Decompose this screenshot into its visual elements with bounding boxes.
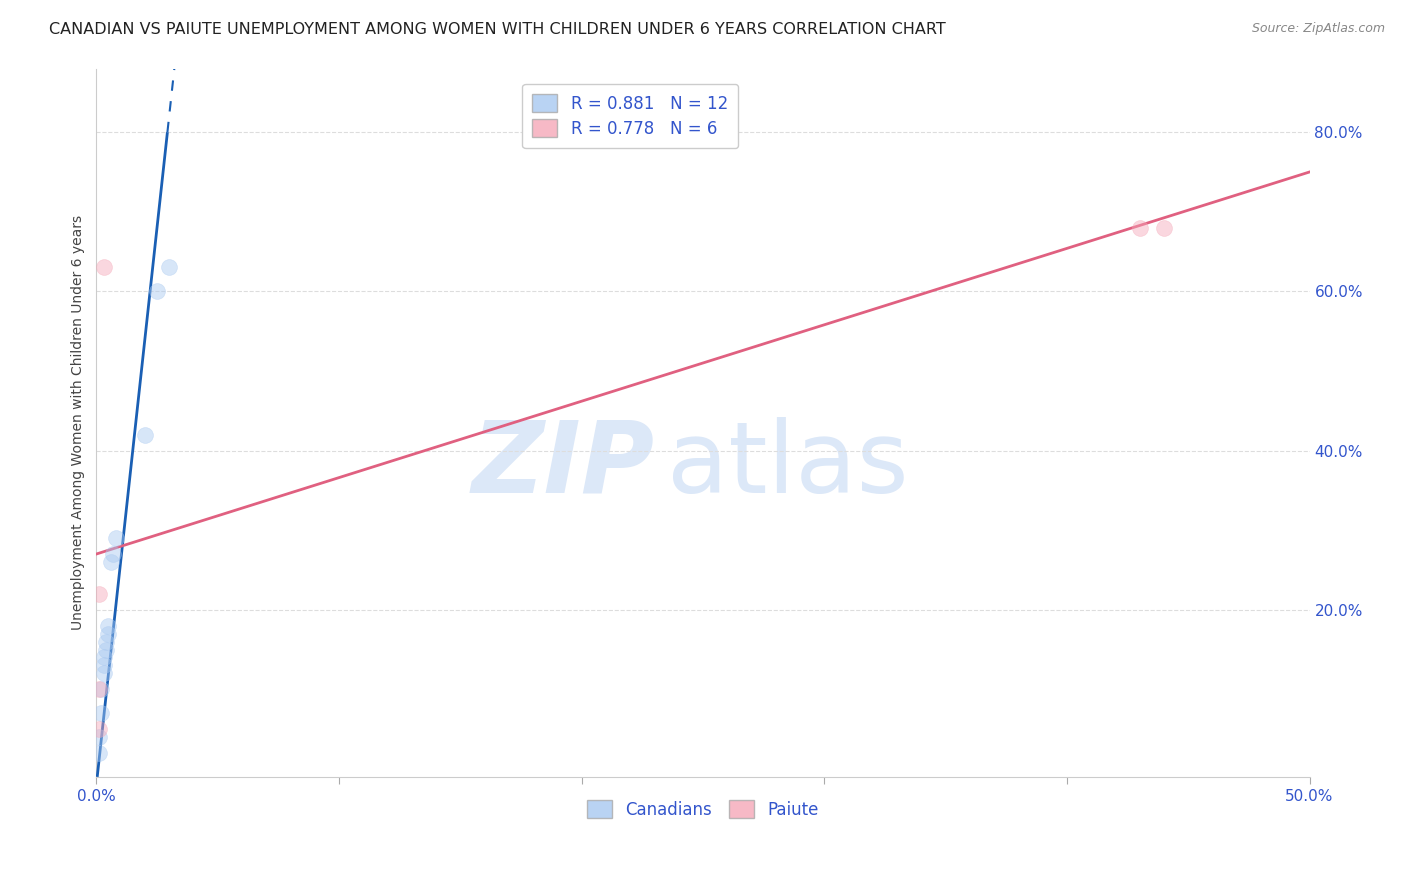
Point <box>94 634 117 648</box>
Point <box>1129 220 1152 235</box>
Point <box>146 285 169 299</box>
Point <box>100 555 122 569</box>
Point <box>87 722 110 736</box>
Point <box>94 642 117 657</box>
Point <box>90 682 112 697</box>
Point <box>103 547 125 561</box>
Point <box>104 531 127 545</box>
Text: ZIP: ZIP <box>471 417 654 514</box>
Text: Source: ZipAtlas.com: Source: ZipAtlas.com <box>1251 22 1385 36</box>
Point <box>93 650 115 665</box>
Point <box>97 618 120 632</box>
Text: atlas: atlas <box>666 417 908 514</box>
Point <box>87 587 110 601</box>
Point <box>157 260 180 275</box>
Point <box>93 260 115 275</box>
Point <box>134 427 156 442</box>
Legend: Canadians, Paiute: Canadians, Paiute <box>581 793 825 825</box>
Y-axis label: Unemployment Among Women with Children Under 6 years: Unemployment Among Women with Children U… <box>72 215 86 631</box>
Point <box>1153 220 1175 235</box>
Point <box>87 682 110 697</box>
Point <box>87 730 110 744</box>
Point <box>97 626 120 640</box>
Point <box>87 746 110 760</box>
Text: CANADIAN VS PAIUTE UNEMPLOYMENT AMONG WOMEN WITH CHILDREN UNDER 6 YEARS CORRELAT: CANADIAN VS PAIUTE UNEMPLOYMENT AMONG WO… <box>49 22 946 37</box>
Point <box>93 658 115 673</box>
Point <box>90 706 112 721</box>
Point <box>93 666 115 681</box>
